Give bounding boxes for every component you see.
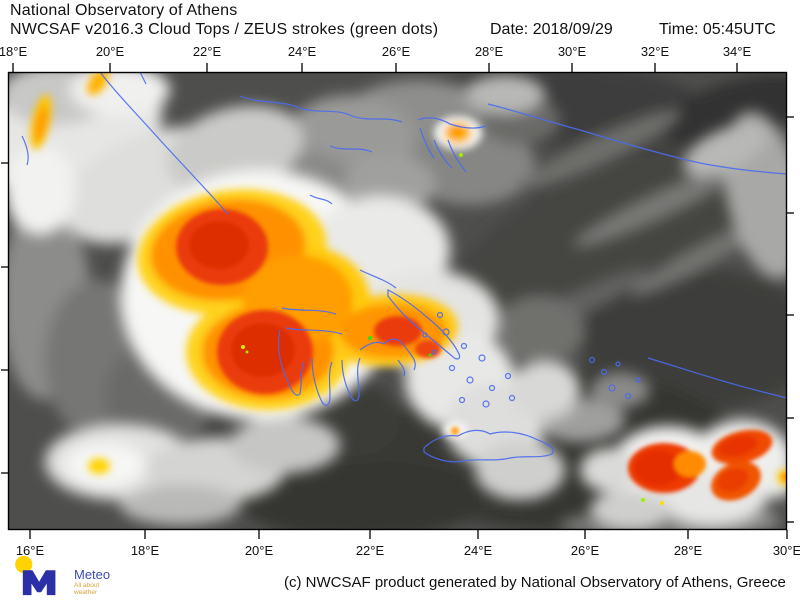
top-axis-label: 18°E: [0, 44, 28, 59]
product-date: Date: 2018/09/29: [490, 21, 613, 38]
bottom-axis-label: 18°E: [130, 543, 160, 558]
top-axis-label: 30°E: [557, 44, 587, 59]
top-axis-label: 20°E: [95, 44, 125, 59]
map-frame: [7, 71, 788, 531]
page-title: National Observatory of Athens: [10, 2, 238, 19]
bottom-axis-label: 28°E: [673, 543, 703, 558]
meteo-logo-icon: [15, 555, 56, 596]
copyright-attribution: (c) NWCSAF product generated by National…: [284, 574, 786, 591]
logo-tagline-line1: All about: [74, 582, 100, 589]
logo-tagline-line2: weather: [74, 589, 98, 596]
bottom-axis-label: 26°E: [570, 543, 600, 558]
bottom-axis-label: 20°E: [244, 543, 274, 558]
map-image: [8, 72, 787, 530]
product-subtitle: NWCSAF v2016.3 Cloud Tops / ZEUS strokes…: [10, 21, 439, 38]
logo-tagline: All about weather: [74, 582, 99, 596]
top-axis-label: 32°E: [640, 44, 670, 59]
zeus-stroke-dots: [241, 153, 664, 505]
coastlines: [21, 72, 787, 463]
logo-wordmark: Meteo: [74, 567, 111, 582]
logo-sun-dot: [15, 555, 33, 574]
top-axis-label: 24°E: [287, 44, 317, 59]
bottom-axis-label: 30°E: [772, 543, 800, 558]
product-time: Time: 05:45UTC: [659, 21, 776, 38]
top-axis-label: 28°E: [474, 44, 504, 59]
top-axis-label: 22°E: [192, 44, 222, 59]
top-axis-label: 34°E: [722, 44, 752, 59]
axis-ticks: [1, 63, 794, 539]
bottom-axis-label: 22°E: [355, 543, 385, 558]
bottom-axis-label: 24°E: [463, 543, 493, 558]
bottom-axis-label: 16°E: [15, 543, 45, 558]
logo-m-glyph: [22, 570, 56, 596]
convective-red-cores: [176, 209, 787, 501]
top-axis-label: 26°E: [381, 44, 411, 59]
